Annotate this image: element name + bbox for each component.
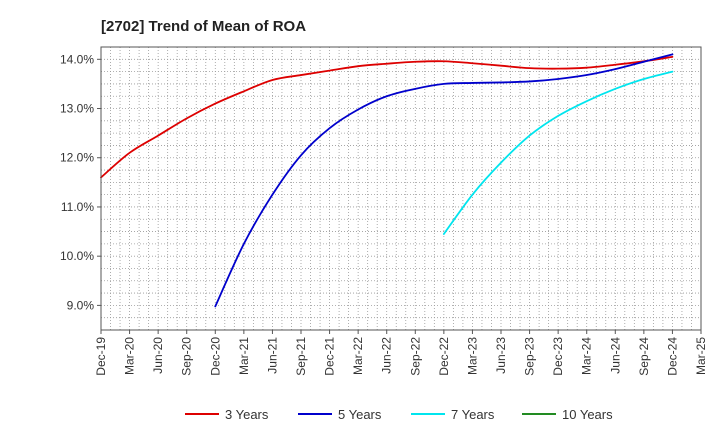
x-tick-label: Dec-23 xyxy=(551,337,565,376)
x-tick-label: Mar-22 xyxy=(351,337,365,375)
x-axis: Dec-19 Mar-20 Jun-20 Sep-20 Dec-20 Mar-21 Jun-… xyxy=(94,330,708,376)
y-tick-label: 11.0% xyxy=(61,200,94,214)
series-lines xyxy=(100,53,674,308)
y-axis: 9.0% 10.0% 11.0% 12.0% 13.0% 14.0% xyxy=(60,52,101,312)
plot-grid xyxy=(100,46,702,331)
x-tick-label: Jun-23 xyxy=(494,337,508,374)
x-tick-label: Jun-20 xyxy=(151,337,165,374)
y-tick-label: 10.0% xyxy=(60,249,94,263)
x-tick-label: Mar-21 xyxy=(237,337,251,375)
x-tick-label: Jun-24 xyxy=(608,337,622,374)
series-line-3-years xyxy=(100,55,674,179)
x-tick-label: Sep-21 xyxy=(294,337,308,376)
x-tick-label: Jun-22 xyxy=(380,337,394,374)
y-tick-label: 14.0% xyxy=(60,52,94,66)
x-tick-label: Sep-20 xyxy=(180,337,194,376)
x-tick-label: Mar-25 xyxy=(694,337,708,375)
x-tick-label: Dec-22 xyxy=(437,337,451,376)
legend: 3 Years 5 Years 7 Years 10 Years xyxy=(185,407,613,422)
x-tick-label: Sep-24 xyxy=(637,337,651,376)
y-tick-label: 12.0% xyxy=(60,151,94,165)
x-tick-label: Jun-21 xyxy=(265,337,279,374)
series-line-5-years xyxy=(214,53,674,308)
x-tick-label: Mar-24 xyxy=(580,337,594,375)
series-line-7-years xyxy=(442,70,674,235)
plot-area xyxy=(101,47,701,330)
plot-frame xyxy=(100,46,702,331)
x-tick-label: Dec-20 xyxy=(208,337,222,376)
x-tick-label: Dec-19 xyxy=(94,337,108,376)
legend-label-10-years: 10 Years xyxy=(562,407,613,422)
y-tick-label: 9.0% xyxy=(67,298,95,312)
x-tick-label: Dec-24 xyxy=(665,337,679,376)
x-tick-label: Mar-20 xyxy=(123,337,137,375)
y-tick-label: 13.0% xyxy=(60,102,94,116)
x-tick-label: Sep-23 xyxy=(523,337,537,376)
legend-label-3-years: 3 Years xyxy=(225,407,269,422)
legend-label-5-years: 5 Years xyxy=(338,407,382,422)
x-tick-label: Sep-22 xyxy=(408,337,422,376)
chart-title: [2702] Trend of Mean of ROA xyxy=(101,18,306,35)
x-tick-label: Mar-23 xyxy=(465,337,479,375)
x-tick-label: Dec-21 xyxy=(323,337,337,376)
legend-label-7-years: 7 Years xyxy=(451,407,495,422)
